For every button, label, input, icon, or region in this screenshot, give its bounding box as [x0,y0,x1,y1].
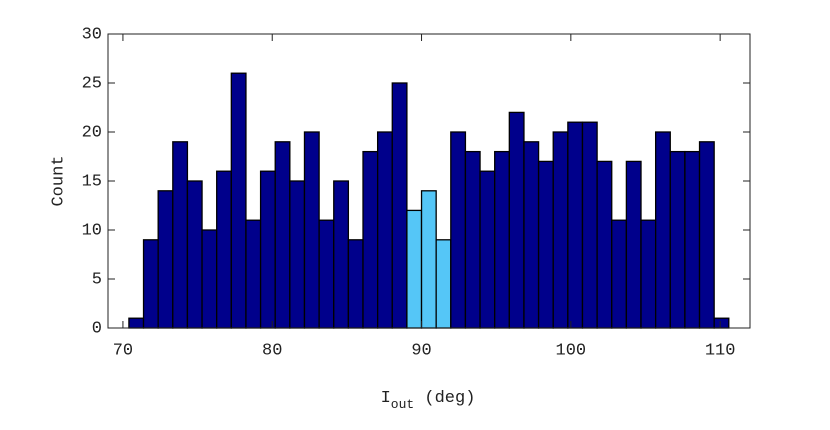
bar [494,150,510,329]
x-axis-label-rest: (deg) [414,389,475,408]
bar [259,170,276,329]
x-axis-label-base: I [381,389,391,408]
bar [128,317,145,329]
bar [157,190,174,329]
bar [318,219,335,329]
bar [303,131,320,329]
bar [435,239,452,329]
bar [245,219,262,329]
x-tick-label: 70 [113,341,133,360]
bar [596,160,613,329]
y-tick-label: 10 [82,221,102,240]
bar [333,180,350,329]
bar [172,141,189,329]
bar [201,229,218,329]
bar [142,239,159,329]
bar [376,131,393,329]
bar [567,121,584,329]
y-tick-label: 25 [82,74,102,93]
bar [508,111,525,329]
bar [362,150,379,329]
bar [523,141,540,329]
bar [391,82,408,329]
bar [230,72,247,329]
bar [654,131,671,329]
x-tick-label: 90 [411,341,431,360]
x-tick-label: 80 [262,341,282,360]
bar [347,239,364,329]
y-tick-label: 30 [82,25,102,44]
bar [698,141,715,329]
bar [640,219,657,329]
x-axis-label: Iout (deg) [381,389,476,412]
bar [450,131,467,329]
bar [186,180,203,329]
bar [537,160,554,329]
bar [552,131,569,329]
bar [684,150,701,329]
y-tick-label: 0 [92,319,102,338]
bar [713,317,730,329]
y-tick-label: 20 [82,123,102,142]
y-tick-label: 5 [92,270,102,289]
bar [420,190,437,329]
y-axis-label: Count [49,155,68,206]
bar [625,160,642,329]
bar [289,180,306,329]
bar [464,150,481,329]
bar [611,219,628,329]
x-axis-label-sub: out [391,397,414,412]
bar [274,141,291,329]
bar [406,209,423,329]
bar [479,170,496,329]
x-tick-label: 110 [705,341,736,360]
x-tick-label: 100 [556,341,587,360]
bar [216,170,232,329]
bar [581,121,598,329]
y-tick-label: 15 [82,172,102,191]
bar [669,150,686,329]
